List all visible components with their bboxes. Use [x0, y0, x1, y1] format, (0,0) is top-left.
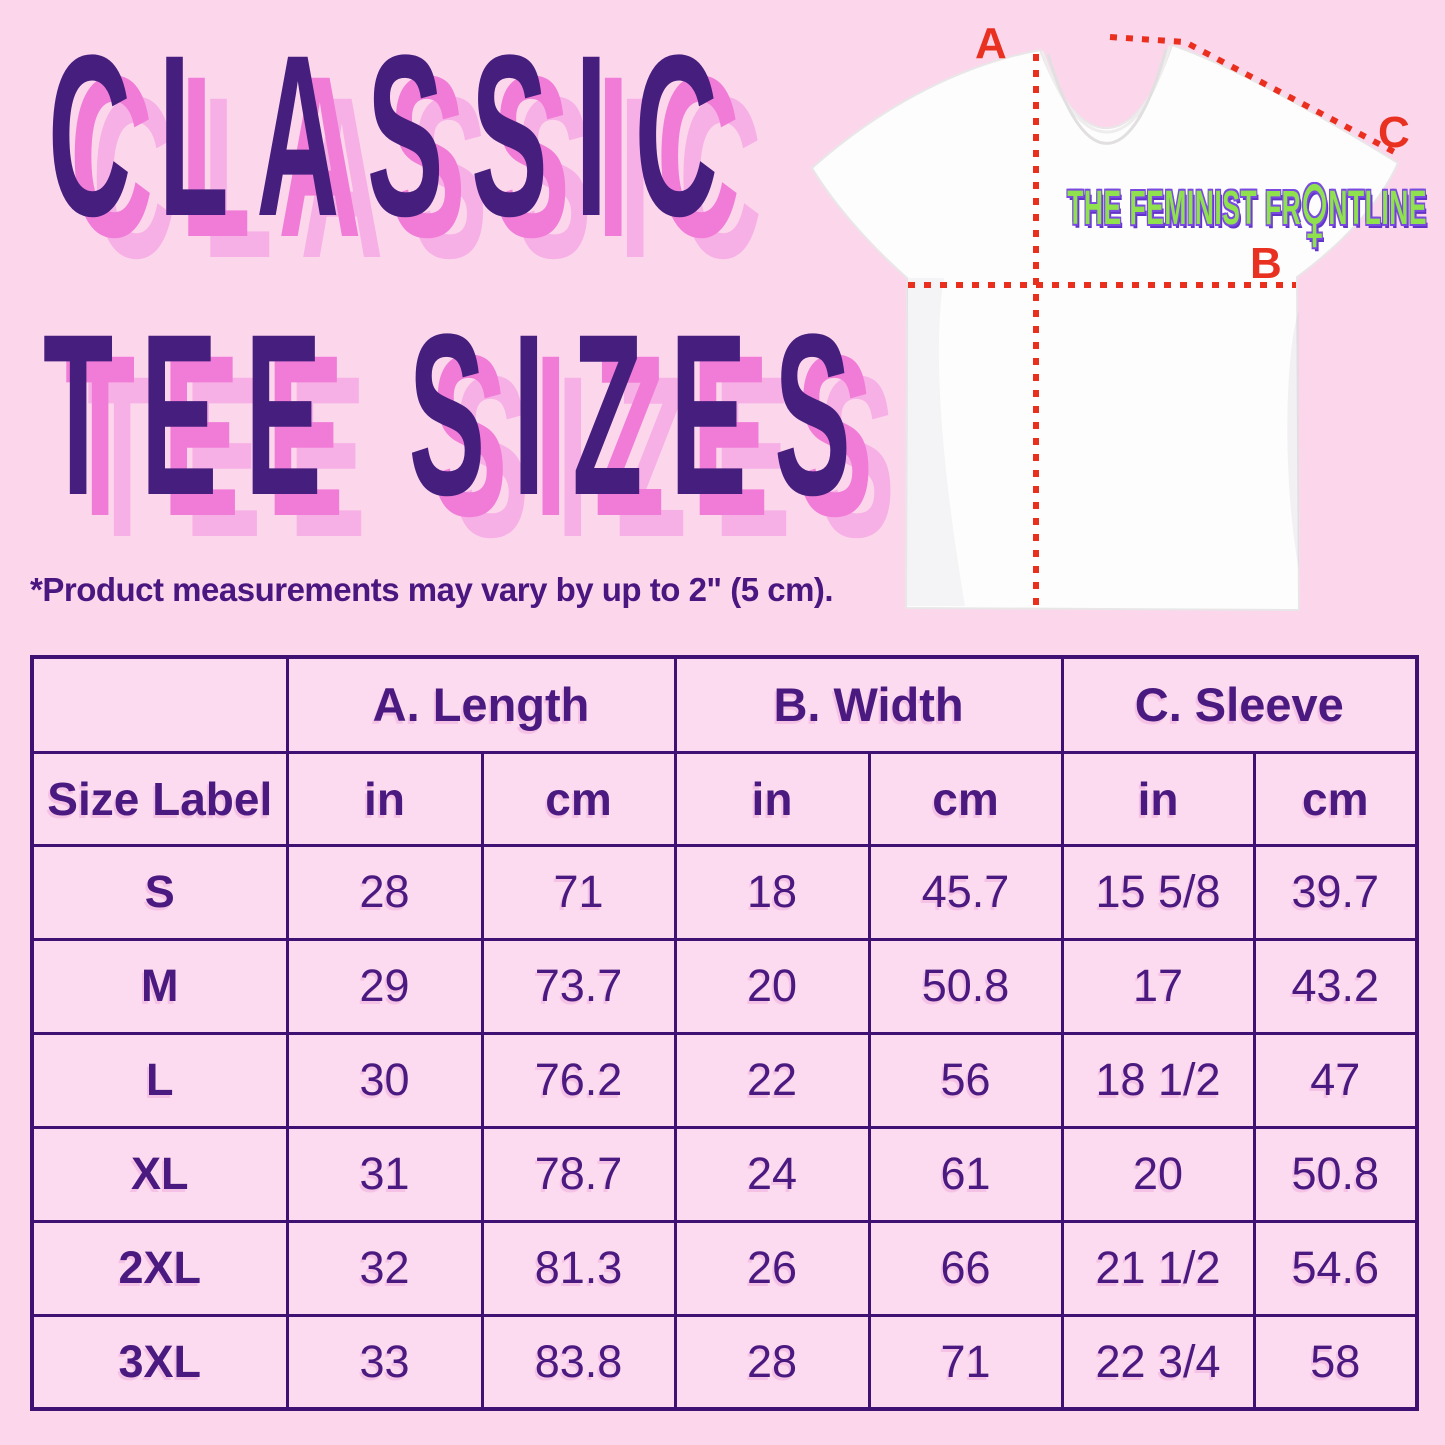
value-cell: 58	[1252, 1313, 1419, 1411]
title-line-2: TEE SIZES	[43, 286, 879, 543]
value-cell: 21 1/2	[1060, 1219, 1256, 1317]
value-cell: 18 1/2	[1060, 1031, 1256, 1129]
table-row-l: L 30 76.2 22 56 18 1/2 47	[30, 1031, 1419, 1129]
tshirt-logo-text: THE FEMINIST FR♀NTLINE	[1067, 176, 1427, 250]
size-chart-table: A. Length B. Width C. Sleeve Size Label …	[30, 655, 1420, 1411]
width-cm-header: cm	[867, 750, 1064, 847]
value-cell: 28	[673, 1313, 871, 1411]
measure-label-c: C	[1378, 108, 1410, 157]
value-cell: 26	[673, 1219, 871, 1317]
tshirt-shading-left	[907, 278, 965, 606]
table-row-m: M 29 73.7 20 50.8 17 43.2	[30, 937, 1419, 1035]
value-cell: 71	[480, 843, 677, 941]
disclaimer-note: *Product measurements may vary by up to …	[30, 571, 834, 608]
value-cell: 29	[285, 937, 484, 1035]
measure-label-b: B	[1250, 239, 1282, 288]
value-cell: 66	[867, 1219, 1064, 1317]
size-cell: 3XL	[30, 1313, 289, 1411]
value-cell: 22	[673, 1031, 871, 1129]
logo-text-pre: THE FEMINIST FR	[1067, 182, 1302, 235]
tshirt-shading-right	[1287, 310, 1299, 570]
group-header-sleeve: C. Sleeve	[1060, 655, 1419, 754]
value-cell: 33	[285, 1313, 484, 1411]
measure-label-a: A	[975, 19, 1007, 68]
size-cell: M	[30, 937, 289, 1035]
value-cell: 73.7	[480, 937, 677, 1035]
value-cell: 54.6	[1252, 1219, 1419, 1317]
value-cell: 20	[673, 937, 871, 1035]
value-cell: 50.8	[1252, 1125, 1419, 1223]
length-in-header: in	[285, 750, 484, 847]
value-cell: 83.8	[480, 1313, 677, 1411]
width-in-header: in	[673, 750, 871, 847]
group-header-width: B. Width	[673, 655, 1064, 754]
sleeve-in-header: in	[1060, 750, 1256, 847]
size-label-header: Size Label	[30, 750, 289, 847]
table-row-2xl: 2XL 32 81.3 26 66 21 1/2 54.6	[30, 1219, 1419, 1317]
group-header-row: A. Length B. Width C. Sleeve	[30, 655, 1419, 754]
group-header-length: A. Length	[285, 655, 677, 754]
value-cell: 43.2	[1252, 937, 1419, 1035]
tshirt-svg: A B C	[810, 19, 1410, 612]
value-cell: 71	[867, 1313, 1064, 1411]
value-cell: 39.7	[1252, 843, 1419, 941]
title-line-1: CLASSIC	[48, 7, 746, 264]
value-cell: 61	[867, 1125, 1064, 1223]
table-row-3xl: 3XL 33 83.8 28 71 22 3/4 58	[30, 1313, 1419, 1411]
value-cell: 45.7	[867, 843, 1064, 941]
value-cell: 18	[673, 843, 871, 941]
value-cell: 17	[1060, 937, 1256, 1035]
size-cell: S	[30, 843, 289, 941]
tshirt-diagram: A B C THE FEMINIST FR♀NTLINE	[780, 10, 1440, 622]
value-cell: 28	[285, 843, 484, 941]
value-cell: 22 3/4	[1060, 1313, 1256, 1411]
value-cell: 50.8	[867, 937, 1064, 1035]
value-cell: 56	[867, 1031, 1064, 1129]
value-cell: 32	[285, 1219, 484, 1317]
size-cell: 2XL	[30, 1219, 289, 1317]
logo-text-post: NTLINE	[1328, 182, 1427, 235]
corner-cell	[30, 655, 289, 754]
sleeve-cm-header: cm	[1252, 750, 1419, 847]
value-cell: 20	[1060, 1125, 1256, 1223]
value-cell: 30	[285, 1031, 484, 1129]
value-cell: 24	[673, 1125, 871, 1223]
size-cell: L	[30, 1031, 289, 1129]
tshirt-logo: THE FEMINIST FR♀NTLINE	[920, 176, 1426, 276]
tshirt-collar-inner	[1046, 48, 1168, 145]
sub-header-row: Size Label in cm in cm in cm	[30, 750, 1419, 847]
table-row-s: S 28 71 18 45.7 15 5/8 39.7	[30, 843, 1419, 941]
table-row-xl: XL 31 78.7 24 61 20 50.8	[30, 1125, 1419, 1223]
value-cell: 47	[1252, 1031, 1419, 1129]
tshirt-body	[810, 43, 1400, 612]
value-cell: 78.7	[480, 1125, 677, 1223]
value-cell: 76.2	[480, 1031, 677, 1129]
value-cell: 15 5/8	[1060, 843, 1256, 941]
value-cell: 31	[285, 1125, 484, 1223]
size-cell: XL	[30, 1125, 289, 1223]
length-cm-header: cm	[480, 750, 677, 847]
female-symbol-icon: ♀	[1299, 170, 1331, 256]
value-cell: 81.3	[480, 1219, 677, 1317]
